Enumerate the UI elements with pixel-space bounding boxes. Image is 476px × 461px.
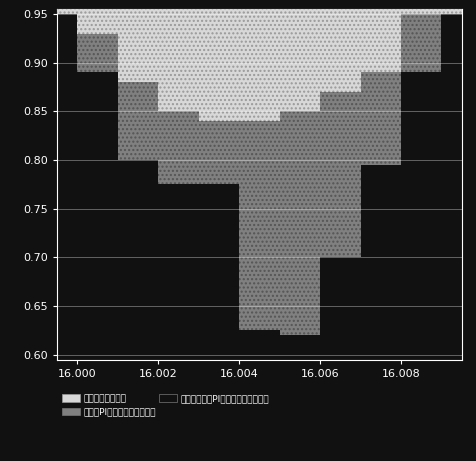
Legend: 为未发生换相失败, 为传统PI控制器发生换相失败, 为加入自适应PI控制器发生换相失败: 为未发生换相失败, 为传统PI控制器发生换相失败, 为加入自适应PI控制器发生换…: [61, 394, 269, 416]
